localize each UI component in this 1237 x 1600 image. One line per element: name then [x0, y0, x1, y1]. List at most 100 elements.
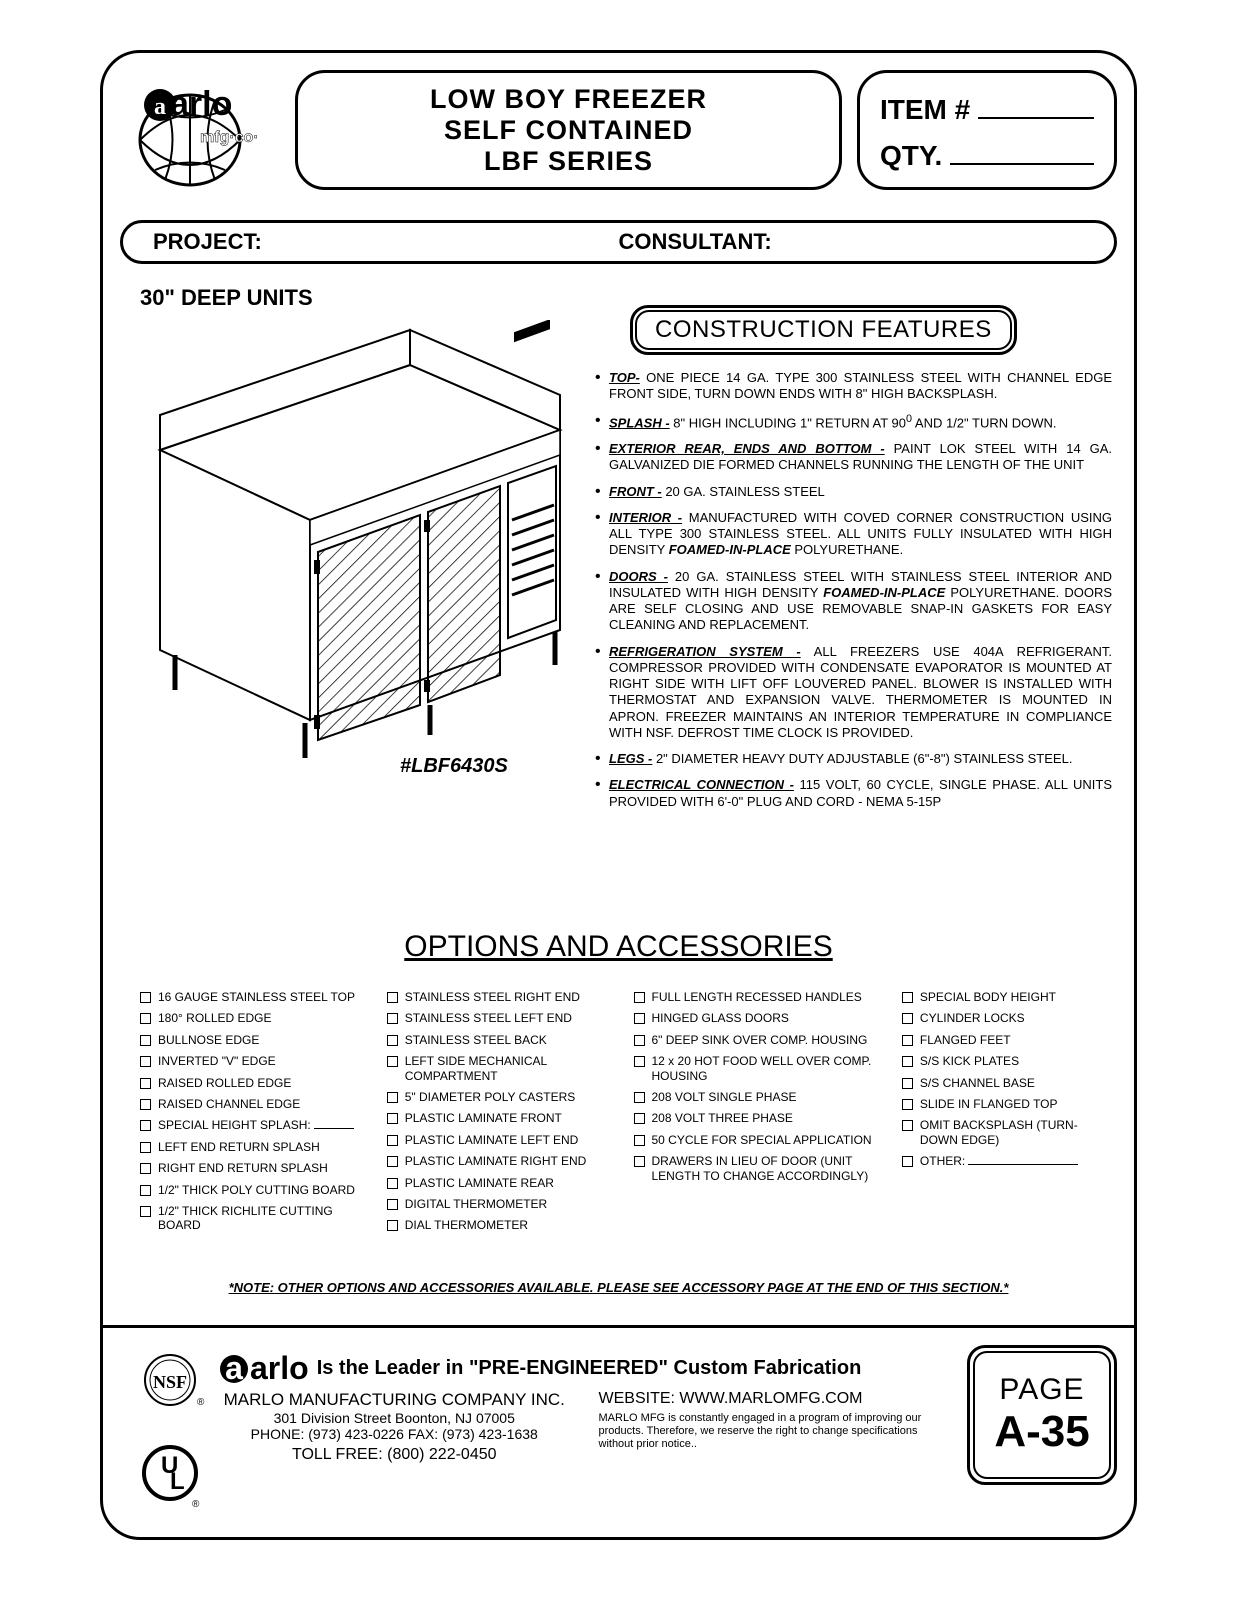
option-checkbox-item[interactable]: DIAL THERMOMETER: [387, 1218, 604, 1232]
option-checkbox-item[interactable]: DIGITAL THERMOMETER: [387, 1197, 604, 1211]
feature-legs: LEGS - 2" DIAMETER HEAVY DUTY ADJUSTABLE…: [595, 751, 1112, 767]
svg-text:a: a: [154, 94, 166, 120]
svg-text:arlo: arlo: [170, 85, 232, 123]
option-checkbox-item[interactable]: PLASTIC LAMINATE FRONT: [387, 1111, 604, 1125]
project-label: PROJECT:: [153, 229, 619, 255]
option-checkbox-item[interactable]: LEFT END RETURN SPLASH: [140, 1140, 357, 1154]
feature-front: FRONT - 20 GA. STAINLESS STEEL: [595, 484, 1112, 500]
option-checkbox-item[interactable]: 180° ROLLED EDGE: [140, 1011, 357, 1025]
option-checkbox-item[interactable]: 5" DIAMETER POLY CASTERS: [387, 1090, 604, 1104]
option-checkbox-item[interactable]: PLASTIC LAMINATE REAR: [387, 1176, 604, 1190]
page-badge: PAGE A-35: [967, 1345, 1117, 1485]
option-checkbox-item[interactable]: RIGHT END RETURN SPLASH: [140, 1161, 357, 1175]
qty-fill-line[interactable]: [950, 134, 1094, 165]
company-name: MARLO MANUFACTURING COMPANY INC.: [220, 1390, 569, 1410]
option-checkbox-item[interactable]: 6" DEEP SINK OVER COMP. HOUSING: [634, 1033, 872, 1047]
construction-features-list: TOP- ONE PIECE 14 GA. TYPE 300 STAINLESS…: [595, 370, 1112, 820]
svg-text:L: L: [170, 1468, 185, 1495]
svg-text:®: ®: [197, 1397, 205, 1408]
brand-dot-icon: a: [220, 1355, 248, 1383]
option-checkbox-item[interactable]: OTHER:: [902, 1154, 1097, 1168]
footer-website-col: WEBSITE: WWW.MARLOMFG.COM MARLO MFG is c…: [599, 1390, 948, 1464]
option-checkbox-item[interactable]: 208 VOLT THREE PHASE: [634, 1111, 872, 1125]
feature-doors: DOORS - 20 GA. STAINLESS STEEL WITH STAI…: [595, 569, 1112, 634]
footer-tagline: aarlo Is the Leader in "PRE-ENGINEERED" …: [220, 1350, 861, 1387]
option-checkbox-item[interactable]: S/S KICK PLATES: [902, 1054, 1097, 1068]
company-address: 301 Division Street Boonton, NJ 07005: [220, 1410, 569, 1426]
option-checkbox-item[interactable]: SPECIAL HEIGHT SPLASH:: [140, 1118, 357, 1132]
construction-features-title: CONSTRUCTION FEATURES: [635, 310, 1012, 350]
nsf-icon: NSF ®: [135, 1353, 205, 1408]
consultant-label: CONSULTANT:: [619, 229, 1085, 255]
option-checkbox-item[interactable]: STAINLESS STEEL RIGHT END: [387, 990, 604, 1004]
option-checkbox-item[interactable]: FLANGED FEET: [902, 1033, 1097, 1047]
company-website: WEBSITE: WWW.MARLOMFG.COM: [599, 1390, 948, 1408]
option-checkbox-item[interactable]: STAINLESS STEEL LEFT END: [387, 1011, 604, 1025]
svg-text:mfg·co·: mfg·co·: [200, 129, 259, 146]
company-phone: PHONE: (973) 423-0226 FAX: (973) 423-163…: [220, 1426, 569, 1442]
options-col-2: STAINLESS STEEL RIGHT END STAINLESS STEEL…: [387, 990, 604, 1240]
option-checkbox-item[interactable]: 208 VOLT SINGLE PHASE: [634, 1090, 872, 1104]
option-checkbox-item[interactable]: RAISED ROLLED EDGE: [140, 1076, 357, 1090]
option-checkbox-item[interactable]: DRAWERS IN LIEU OF DOOR (UNIT LENGTH TO …: [634, 1154, 872, 1183]
title-line2: SELF CONTAINED: [444, 115, 693, 146]
project-consultant-bar: PROJECT: CONSULTANT:: [120, 220, 1117, 264]
ul-icon: U L ®: [140, 1443, 200, 1513]
item-fill-line[interactable]: [978, 88, 1094, 119]
page-number: A-35: [994, 1407, 1089, 1457]
qty-label: QTY.: [880, 140, 942, 172]
svg-text:®: ®: [192, 1499, 200, 1510]
option-checkbox-item[interactable]: FULL LENGTH RECESSED HANDLES: [634, 990, 872, 1004]
option-checkbox-item[interactable]: INVERTED "V" EDGE: [140, 1054, 357, 1068]
option-checkbox-item[interactable]: HINGED GLASS DOORS: [634, 1011, 872, 1025]
option-checkbox-item[interactable]: SLIDE IN FLANGED TOP: [902, 1097, 1097, 1111]
option-checkbox-item[interactable]: PLASTIC LAMINATE LEFT END: [387, 1133, 604, 1147]
options-col-1: 16 GAUGE STAINLESS STEEL TOP 180° ROLLED …: [140, 990, 357, 1240]
brand-mark: aarlo: [220, 1350, 309, 1387]
certification-icons: NSF ® U L ®: [130, 1335, 210, 1530]
option-checkbox-item[interactable]: PLASTIC LAMINATE RIGHT END: [387, 1154, 604, 1168]
item-label: ITEM #: [880, 94, 970, 126]
svg-text:NSF: NSF: [153, 1372, 187, 1392]
option-checkbox-item[interactable]: S/S CHANNEL BASE: [902, 1076, 1097, 1090]
title-line1: LOW BOY FREEZER: [430, 84, 707, 115]
option-checkbox-item[interactable]: 12 x 20 HOT FOOD WELL OVER COMP. HOUSING: [634, 1054, 872, 1083]
page-label: PAGE: [999, 1373, 1084, 1407]
construction-features-badge: CONSTRUCTION FEATURES: [630, 305, 1017, 355]
footer-separator: [103, 1325, 1134, 1328]
item-qty-box: ITEM # QTY.: [857, 70, 1117, 190]
option-checkbox-item[interactable]: STAINLESS STEEL BACK: [387, 1033, 604, 1047]
marlo-logo: arlo a mfg·co·: [120, 70, 280, 190]
option-checkbox-item[interactable]: 1/2" THICK POLY CUTTING BOARD: [140, 1183, 357, 1197]
option-checkbox-item[interactable]: 16 GAUGE STAINLESS STEEL TOP: [140, 990, 357, 1004]
option-checkbox-item[interactable]: CYLINDER LOCKS: [902, 1011, 1097, 1025]
options-col-4: SPECIAL BODY HEIGHT CYLINDER LOCKS FLANGED…: [902, 990, 1097, 1240]
model-number: #LBF6430S: [400, 755, 508, 778]
options-title: OPTIONS AND ACCESSORIES: [0, 930, 1237, 964]
feature-exterior: EXTERIOR REAR, ENDS AND BOTTOM - PAINT L…: [595, 441, 1112, 474]
option-checkbox-item[interactable]: SPECIAL BODY HEIGHT: [902, 990, 1097, 1004]
feature-refrigeration: REFRIGERATION SYSTEM - ALL FREEZERS USE …: [595, 644, 1112, 742]
feature-interior: INTERIOR - MANUFACTURED WITH COVED CORNE…: [595, 510, 1112, 559]
footer-columns: MARLO MANUFACTURING COMPANY INC. 301 Div…: [220, 1390, 947, 1464]
option-checkbox-item[interactable]: RAISED CHANNEL EDGE: [140, 1097, 357, 1111]
footer-company-col: MARLO MANUFACTURING COMPANY INC. 301 Div…: [220, 1390, 569, 1464]
feature-electrical: ELECTRICAL CONNECTION - 115 VOLT, 60 CYC…: [595, 777, 1112, 810]
options-col-3: FULL LENGTH RECESSED HANDLES HINGED GLASS…: [634, 990, 872, 1240]
option-checkbox-item[interactable]: 1/2" THICK RICHLITE CUTTING BOARD: [140, 1204, 357, 1233]
company-tollfree: TOLL FREE: (800) 222-0450: [220, 1446, 569, 1464]
option-checkbox-item[interactable]: BULLNOSE EDGE: [140, 1033, 357, 1047]
options-grid: 16 GAUGE STAINLESS STEEL TOP 180° ROLLED …: [140, 990, 1097, 1240]
feature-splash: SPLASH - 8" HIGH INCLUDING 1" RETURN AT …: [595, 413, 1112, 432]
option-checkbox-item[interactable]: OMIT BACKSPLASH (TURN-DOWN EDGE): [902, 1118, 1097, 1147]
title-box: LOW BOY FREEZER SELF CONTAINED LBF SERIE…: [295, 70, 842, 190]
freezer-drawing: [130, 320, 575, 760]
footer: NSF ® U L ® aarlo Is the Leader in "PRE-…: [120, 1335, 1117, 1530]
disclaimer: MARLO MFG is constantly engaged in a pro…: [599, 1412, 948, 1452]
options-note: *NOTE: OTHER OPTIONS AND ACCESSORIES AVA…: [150, 1280, 1087, 1295]
option-checkbox-item[interactable]: LEFT SIDE MECHANICAL COMPARTMENT: [387, 1054, 604, 1083]
tagline-text: Is the Leader in "PRE-ENGINEERED" Custom…: [317, 1357, 862, 1380]
title-line3: LBF SERIES: [484, 146, 653, 177]
header-row: arlo a mfg·co· LOW BOY FREEZER SELF CONT…: [120, 70, 1117, 190]
option-checkbox-item[interactable]: 50 CYCLE FOR SPECIAL APPLICATION: [634, 1133, 872, 1147]
